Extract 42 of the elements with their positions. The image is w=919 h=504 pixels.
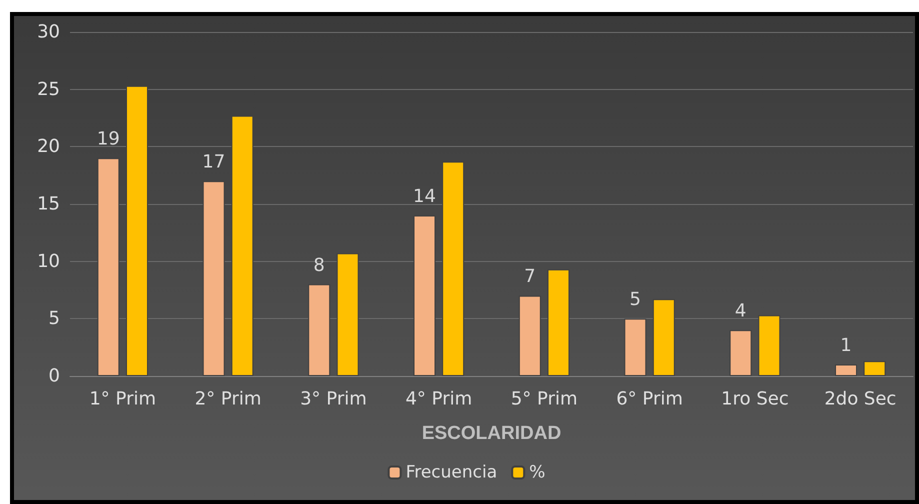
- bar: [97, 158, 120, 376]
- legend-label: Frecuencia: [406, 462, 498, 482]
- y-tick-label: 20: [37, 136, 60, 158]
- bar: [336, 253, 359, 376]
- x-tick-label: 2do Sec: [824, 388, 896, 410]
- x-axis-title: ESCOLARIDAD: [422, 423, 562, 444]
- x-tick-label: 3° Prim: [300, 388, 367, 410]
- y-tick-label: 0: [48, 366, 60, 386]
- bar: [126, 86, 148, 376]
- y-tick-label: 5: [48, 308, 60, 330]
- bar: [414, 215, 436, 376]
- data-label: 4: [734, 300, 746, 322]
- data-label: 17: [202, 152, 226, 173]
- y-tick-label: 25: [37, 78, 60, 100]
- bar: [758, 315, 780, 376]
- bar: [308, 284, 330, 376]
- data-label: 1: [840, 335, 852, 356]
- x-tick-label: 2° Prim: [194, 388, 262, 410]
- data-label: 14: [413, 186, 436, 207]
- x-tick-label: 1° Prim: [89, 388, 156, 410]
- x-tick-label: 1ro Sec: [721, 388, 789, 410]
- bar: [835, 364, 858, 376]
- data-label: 5: [630, 289, 641, 310]
- x-tick-label: 6° Prim: [616, 388, 683, 410]
- bar: [202, 181, 225, 376]
- data-label: 8: [313, 254, 325, 276]
- data-label: 7: [524, 266, 536, 288]
- bar: [864, 361, 886, 376]
- data-label: 19: [96, 128, 120, 150]
- bar: [442, 162, 464, 376]
- x-tick-label: 4° Prim: [405, 388, 472, 410]
- y-tick-label: 15: [37, 194, 60, 214]
- x-tick-label: 5° Prim: [510, 388, 578, 410]
- legend-label: %: [529, 462, 546, 482]
- bar: [730, 330, 752, 376]
- bar: [624, 318, 646, 376]
- y-tick-label: 10: [37, 250, 60, 272]
- y-tick-label: 30: [37, 22, 60, 42]
- bar: [518, 296, 541, 376]
- bar: [652, 299, 675, 376]
- bar: [547, 269, 570, 376]
- bar: [231, 116, 254, 376]
